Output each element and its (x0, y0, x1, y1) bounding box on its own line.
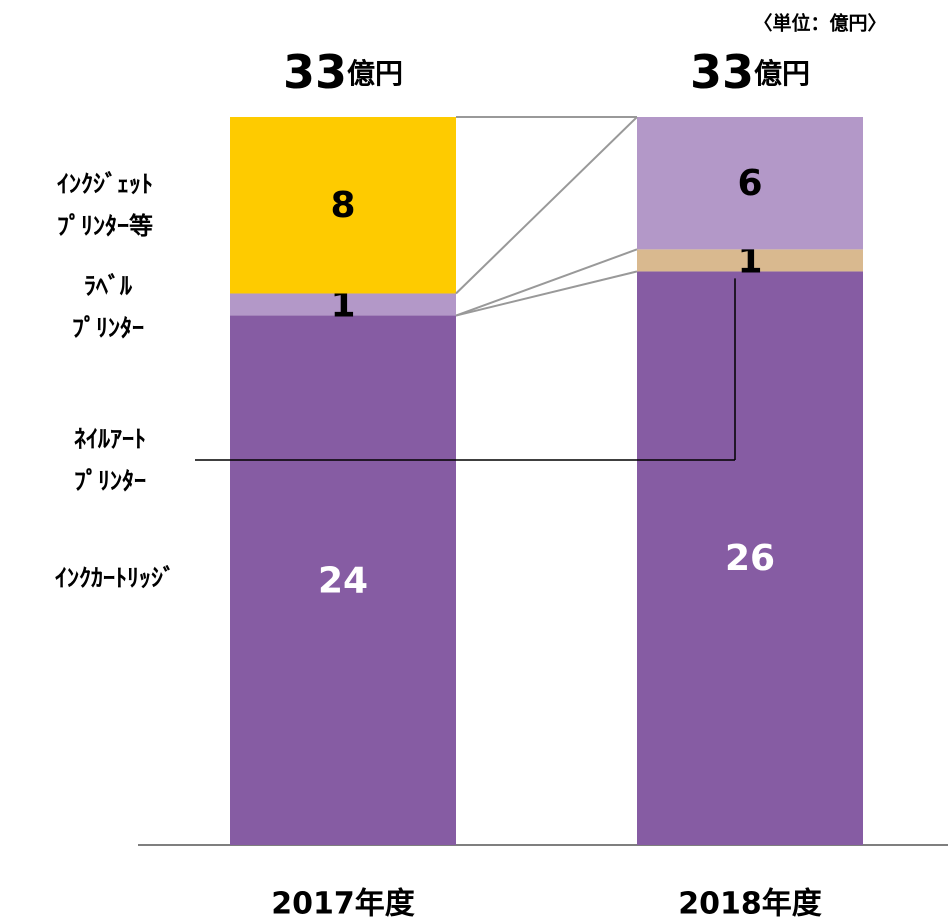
connector (455, 248, 638, 317)
total-label: 33億円 (283, 45, 403, 99)
x-tick-label: 2017年度 (271, 887, 415, 921)
total-label: 33億円 (690, 45, 810, 99)
bar-segment (230, 293, 456, 316)
series-label: ﾈｲﾙｱｰﾄ ﾌﾟﾘﾝﾀｰ (74, 425, 146, 495)
total-unit: 億円 (754, 57, 810, 90)
unit-note: 〈単位：億円〉 (753, 12, 886, 35)
data-label: 8 (330, 185, 355, 226)
series-label: ｲﾝｸｼﾞｪｯﾄ ﾌﾟﾘﾝﾀｰ等 (57, 170, 153, 240)
bar-segment (230, 315, 456, 846)
series-label: ﾗﾍﾞﾙ ﾌﾟﾘﾝﾀｰ (72, 272, 144, 342)
data-label: 26 (725, 538, 775, 579)
bar-segment (637, 249, 863, 272)
bar-segment (230, 117, 456, 294)
series-label: ｲﾝｸｶｰﾄﾘｯｼﾞ (55, 564, 175, 592)
data-label: 6 (737, 163, 762, 204)
total-value: 33 (283, 45, 347, 99)
data-label: 24 (318, 560, 368, 601)
x-tick-label: 2018年度 (678, 887, 822, 921)
bar-segment (637, 117, 863, 250)
connector (455, 270, 638, 317)
total-unit: 億円 (347, 57, 403, 90)
total-value: 33 (690, 45, 754, 99)
bar-segment (637, 271, 863, 845)
connector (455, 116, 638, 295)
